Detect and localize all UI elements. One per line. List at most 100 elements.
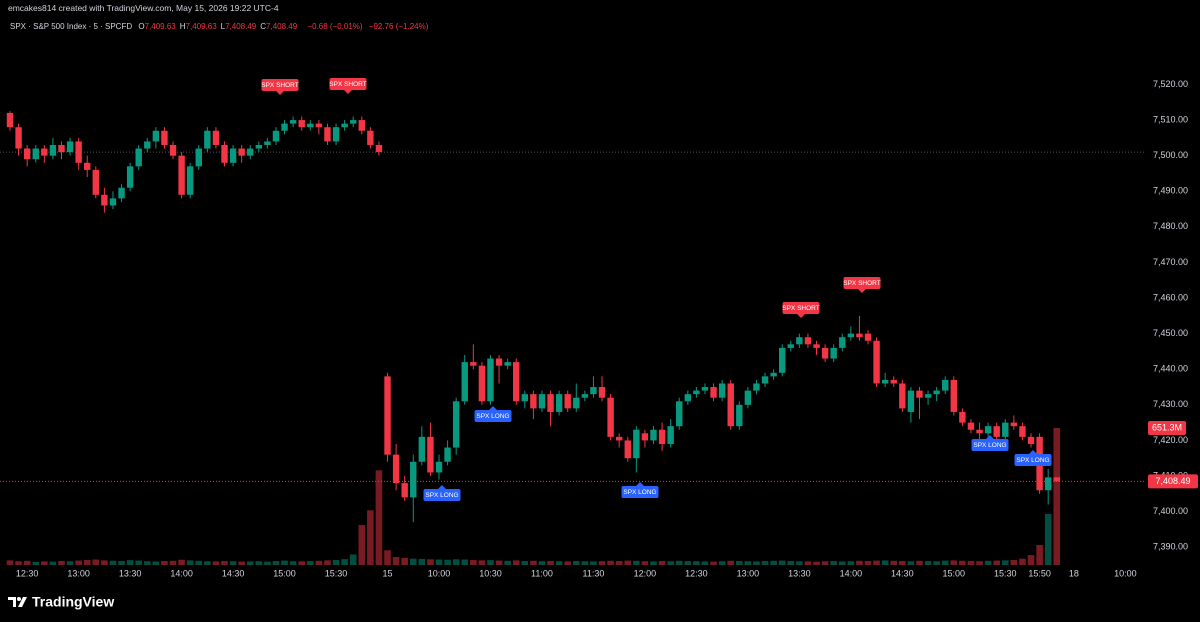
signal: SPX LONG [474,406,512,422]
candle-body [907,390,915,412]
candle-body [701,387,709,391]
candle-body [1002,422,1009,437]
volume-bar [384,550,391,565]
candle-body [821,347,829,359]
y-tick-label: 7,470.00 [1153,257,1188,267]
y-tick-label: 7,430.00 [1153,399,1188,409]
candle-body [221,144,228,163]
candle-body [144,141,151,149]
candle-body [710,387,717,398]
volume-bar [281,560,288,565]
candle-body [847,333,855,338]
y-tick-label: 7,500.00 [1153,150,1188,160]
signal-box [1014,454,1052,466]
volume-bar [916,560,923,565]
volume-bar [427,559,434,565]
signal-pointer [438,485,446,489]
volume-bar [959,560,966,565]
signal-pointer [858,289,866,293]
volume-bar [804,561,812,565]
volume-bar [873,560,880,565]
x-tick-label: 13:00 [737,568,760,578]
candle-body [1027,436,1035,444]
volume-bar [924,561,932,565]
volume-bar [444,559,451,565]
y-tick-label: 7,510.00 [1153,114,1188,124]
candle-body [478,365,486,402]
ohlc-key: O [138,22,145,31]
last-volume-label: 651.3M [1152,422,1182,432]
change: −0.68 (−0.01%) [307,22,363,31]
ohlc-key: H [179,22,186,31]
volume-bar [521,561,529,565]
signal-box [843,277,881,289]
volume-bar [753,561,760,565]
candle-body [332,127,340,142]
candle-body [718,383,726,398]
symbol: SPX · S&P 500 Index · 5 · SPCFD [10,22,133,31]
volume-bar [186,560,194,565]
candle-body [418,436,426,462]
volume-bar [1010,559,1018,565]
x-tick-label: 18 [1069,568,1079,578]
volume-bar [23,560,31,565]
logo [8,597,27,607]
candle-body [693,390,700,395]
candle-body [856,333,863,338]
candle-body [324,127,331,142]
volume-bar [615,561,623,565]
x-tick-label: 13:30 [119,568,142,578]
candle-body [1053,477,1060,482]
candle-body [881,379,889,384]
signal: SPX LONG [971,435,1009,451]
signal-label: SPX SHORT [843,280,880,287]
candle-body [779,347,786,373]
volume-bar [984,560,992,565]
candle-body [435,461,443,473]
volume-bar [178,559,185,565]
y-tick-label: 7,440.00 [1153,364,1188,374]
volume-bar [993,560,1000,565]
x-tick-label: 12:00 [634,568,657,578]
credit: emcakes814 created with TradingView.com,… [8,3,279,13]
candle-body [135,148,142,167]
ohlc-value: 7,408.49 [266,22,298,31]
volume-bar [933,561,940,565]
last-price-label: 7,408.49 [1155,476,1190,486]
candle-body [804,337,812,345]
volume-bar [658,561,666,565]
candle-body [6,112,14,128]
volume-bar [418,558,426,565]
candle-body [607,397,614,437]
volume-bar [41,561,48,565]
candle-body [993,426,1000,437]
volume-bar [92,559,100,565]
volume-bar [152,561,160,565]
ohlc-value: 7,409.63 [144,22,176,31]
candle-body [770,372,777,377]
change-day: −92.76 (−1.24%) [368,22,429,31]
y-tick-label: 7,400.00 [1153,506,1188,516]
candle-body [444,447,451,462]
volume-bar [530,560,537,565]
candle-body [1010,422,1018,427]
signal: SPX SHORT [329,78,367,94]
volume-bar [109,560,117,565]
x-tick-label: 10:30 [479,568,502,578]
y-tick-label: 7,450.00 [1153,328,1188,338]
x-tick-label: 10:00 [428,568,451,578]
volume-bar [401,557,408,565]
candle-body [744,390,752,405]
signal-label: SPX LONG [623,489,656,496]
volume-bar [358,525,366,565]
volume-bar [324,560,331,565]
candle-body [521,394,528,402]
signal: SPX SHORT [261,79,299,95]
candle-body [247,148,254,156]
candle-body [23,148,31,160]
volume-bar [272,561,280,565]
signal: SPX LONG [621,482,659,498]
x-tick-label: 13:30 [788,568,811,578]
volume-bar [607,560,614,565]
